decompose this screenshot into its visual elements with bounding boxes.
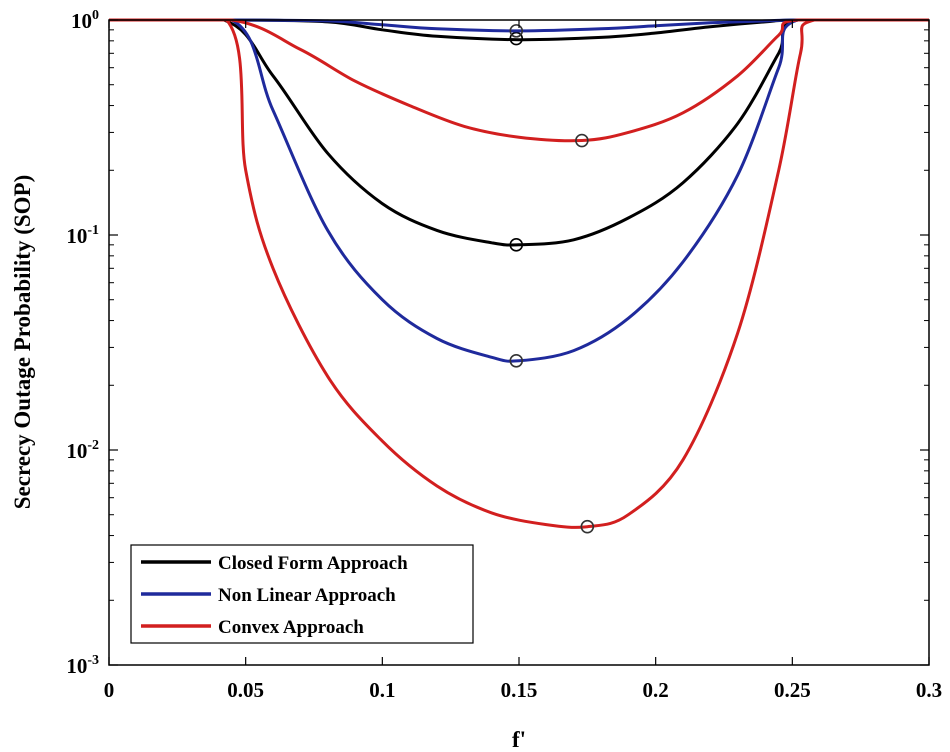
x-tick-label-3: 0.15 (501, 678, 538, 702)
x-tick-label-2: 0.1 (369, 678, 395, 702)
series-line-2 (108, 18, 929, 529)
y-tick-label-0: 100 (71, 8, 99, 33)
legend-label-0: Closed Form Approach (218, 553, 408, 574)
y-tick-label-2: 10-2 (66, 438, 99, 463)
y-axis-label: Secrecy Outage Probability (SOP) (10, 175, 35, 510)
legend-label-2: Convex Approach (218, 617, 364, 638)
legend-label-1: Non Linear Approach (218, 585, 396, 606)
series-line-1 (108, 18, 929, 363)
x-tick-label-5: 0.25 (774, 678, 811, 702)
legend: Closed Form Approach Non Linear Approach C… (130, 544, 474, 644)
y-tick-label-3: 10-3 (66, 653, 99, 678)
series-line-0 (108, 18, 929, 247)
series-marker-2 (580, 519, 595, 534)
x-tick-label-6: 0.3 (916, 678, 942, 702)
y-tick-label-1: 10-1 (66, 223, 99, 248)
x-axis-ticks: 0 0.05 0.1 0.15 0.2 0.25 0.3 (104, 20, 942, 702)
series-marker-4 (509, 24, 524, 38)
series-marker-3 (509, 31, 524, 46)
series-line-5 (108, 18, 929, 143)
series-marker-5 (575, 133, 589, 148)
x-tick-label-1: 0.05 (227, 678, 264, 702)
x-axis-label: f' (512, 727, 526, 752)
series-marker-0 (509, 238, 524, 252)
x-tick-label-0: 0 (104, 678, 115, 702)
y-axis-ticks: 100 10-1 10-2 10-3 (66, 8, 929, 678)
series-marker-1 (509, 353, 524, 368)
x-tick-label-4: 0.2 (643, 678, 669, 702)
